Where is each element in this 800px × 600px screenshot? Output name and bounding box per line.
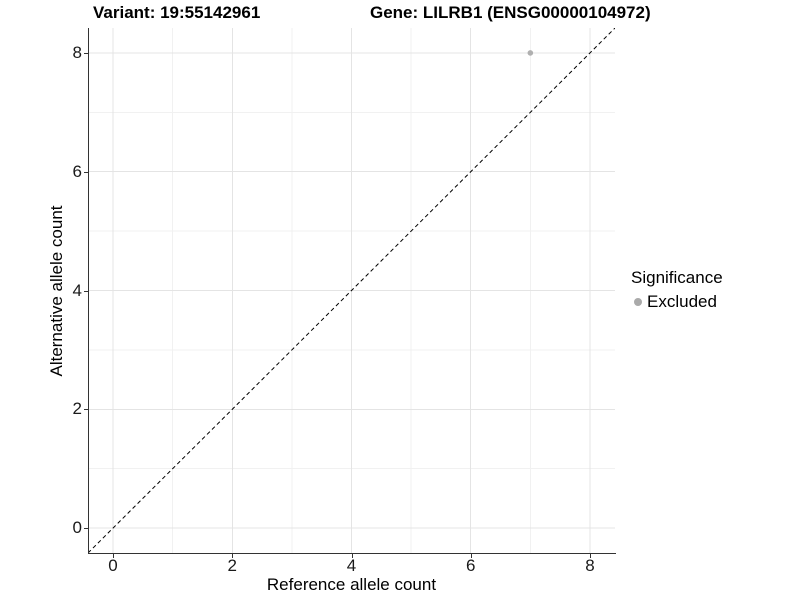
legend: Significance Excluded <box>631 268 723 312</box>
legend-point-icon <box>634 298 642 306</box>
y-tick-mark <box>84 52 88 54</box>
x-tick-label: 2 <box>227 556 237 575</box>
x-tick-mark <box>470 554 472 558</box>
x-tick-label: 8 <box>585 556 595 575</box>
y-tick-mark <box>84 409 88 411</box>
y-tick-label: 2 <box>72 399 82 419</box>
y-tick-label: 8 <box>72 42 82 62</box>
y-tick-mark <box>84 171 88 173</box>
x-tick-mark <box>232 554 234 558</box>
x-tick-mark <box>113 554 115 558</box>
y-tick-label: 0 <box>72 518 82 538</box>
y-tick-label: 4 <box>72 280 82 300</box>
y-tick-mark <box>84 528 88 530</box>
x-tick-label: 6 <box>465 556 476 575</box>
x-axis-line <box>88 553 616 554</box>
gene-title: Gene: LILRB1 (ENSG00000104972) <box>370 3 651 22</box>
x-tick-label: 4 <box>346 556 357 575</box>
data-point <box>527 50 534 56</box>
variant-title: Variant: 19:55142961 <box>93 3 261 22</box>
x-tick-label: 0 <box>108 556 118 575</box>
x-tick-mark <box>589 554 591 558</box>
x-tick-mark <box>351 554 353 558</box>
plot-canvas <box>88 28 615 553</box>
x-axis-title: Reference allele count <box>266 575 437 594</box>
identity-reference-line <box>88 28 615 553</box>
legend-entry-excluded: Excluded <box>631 292 723 312</box>
y-tick-label: 6 <box>72 161 82 181</box>
plot-panel <box>88 28 615 553</box>
y-tick-mark <box>84 290 88 292</box>
legend-title: Significance <box>631 268 723 287</box>
y-axis-line <box>88 28 89 554</box>
y-axis-title: Alternative allele count <box>47 205 66 377</box>
legend-entry-label: Excluded <box>647 292 717 311</box>
